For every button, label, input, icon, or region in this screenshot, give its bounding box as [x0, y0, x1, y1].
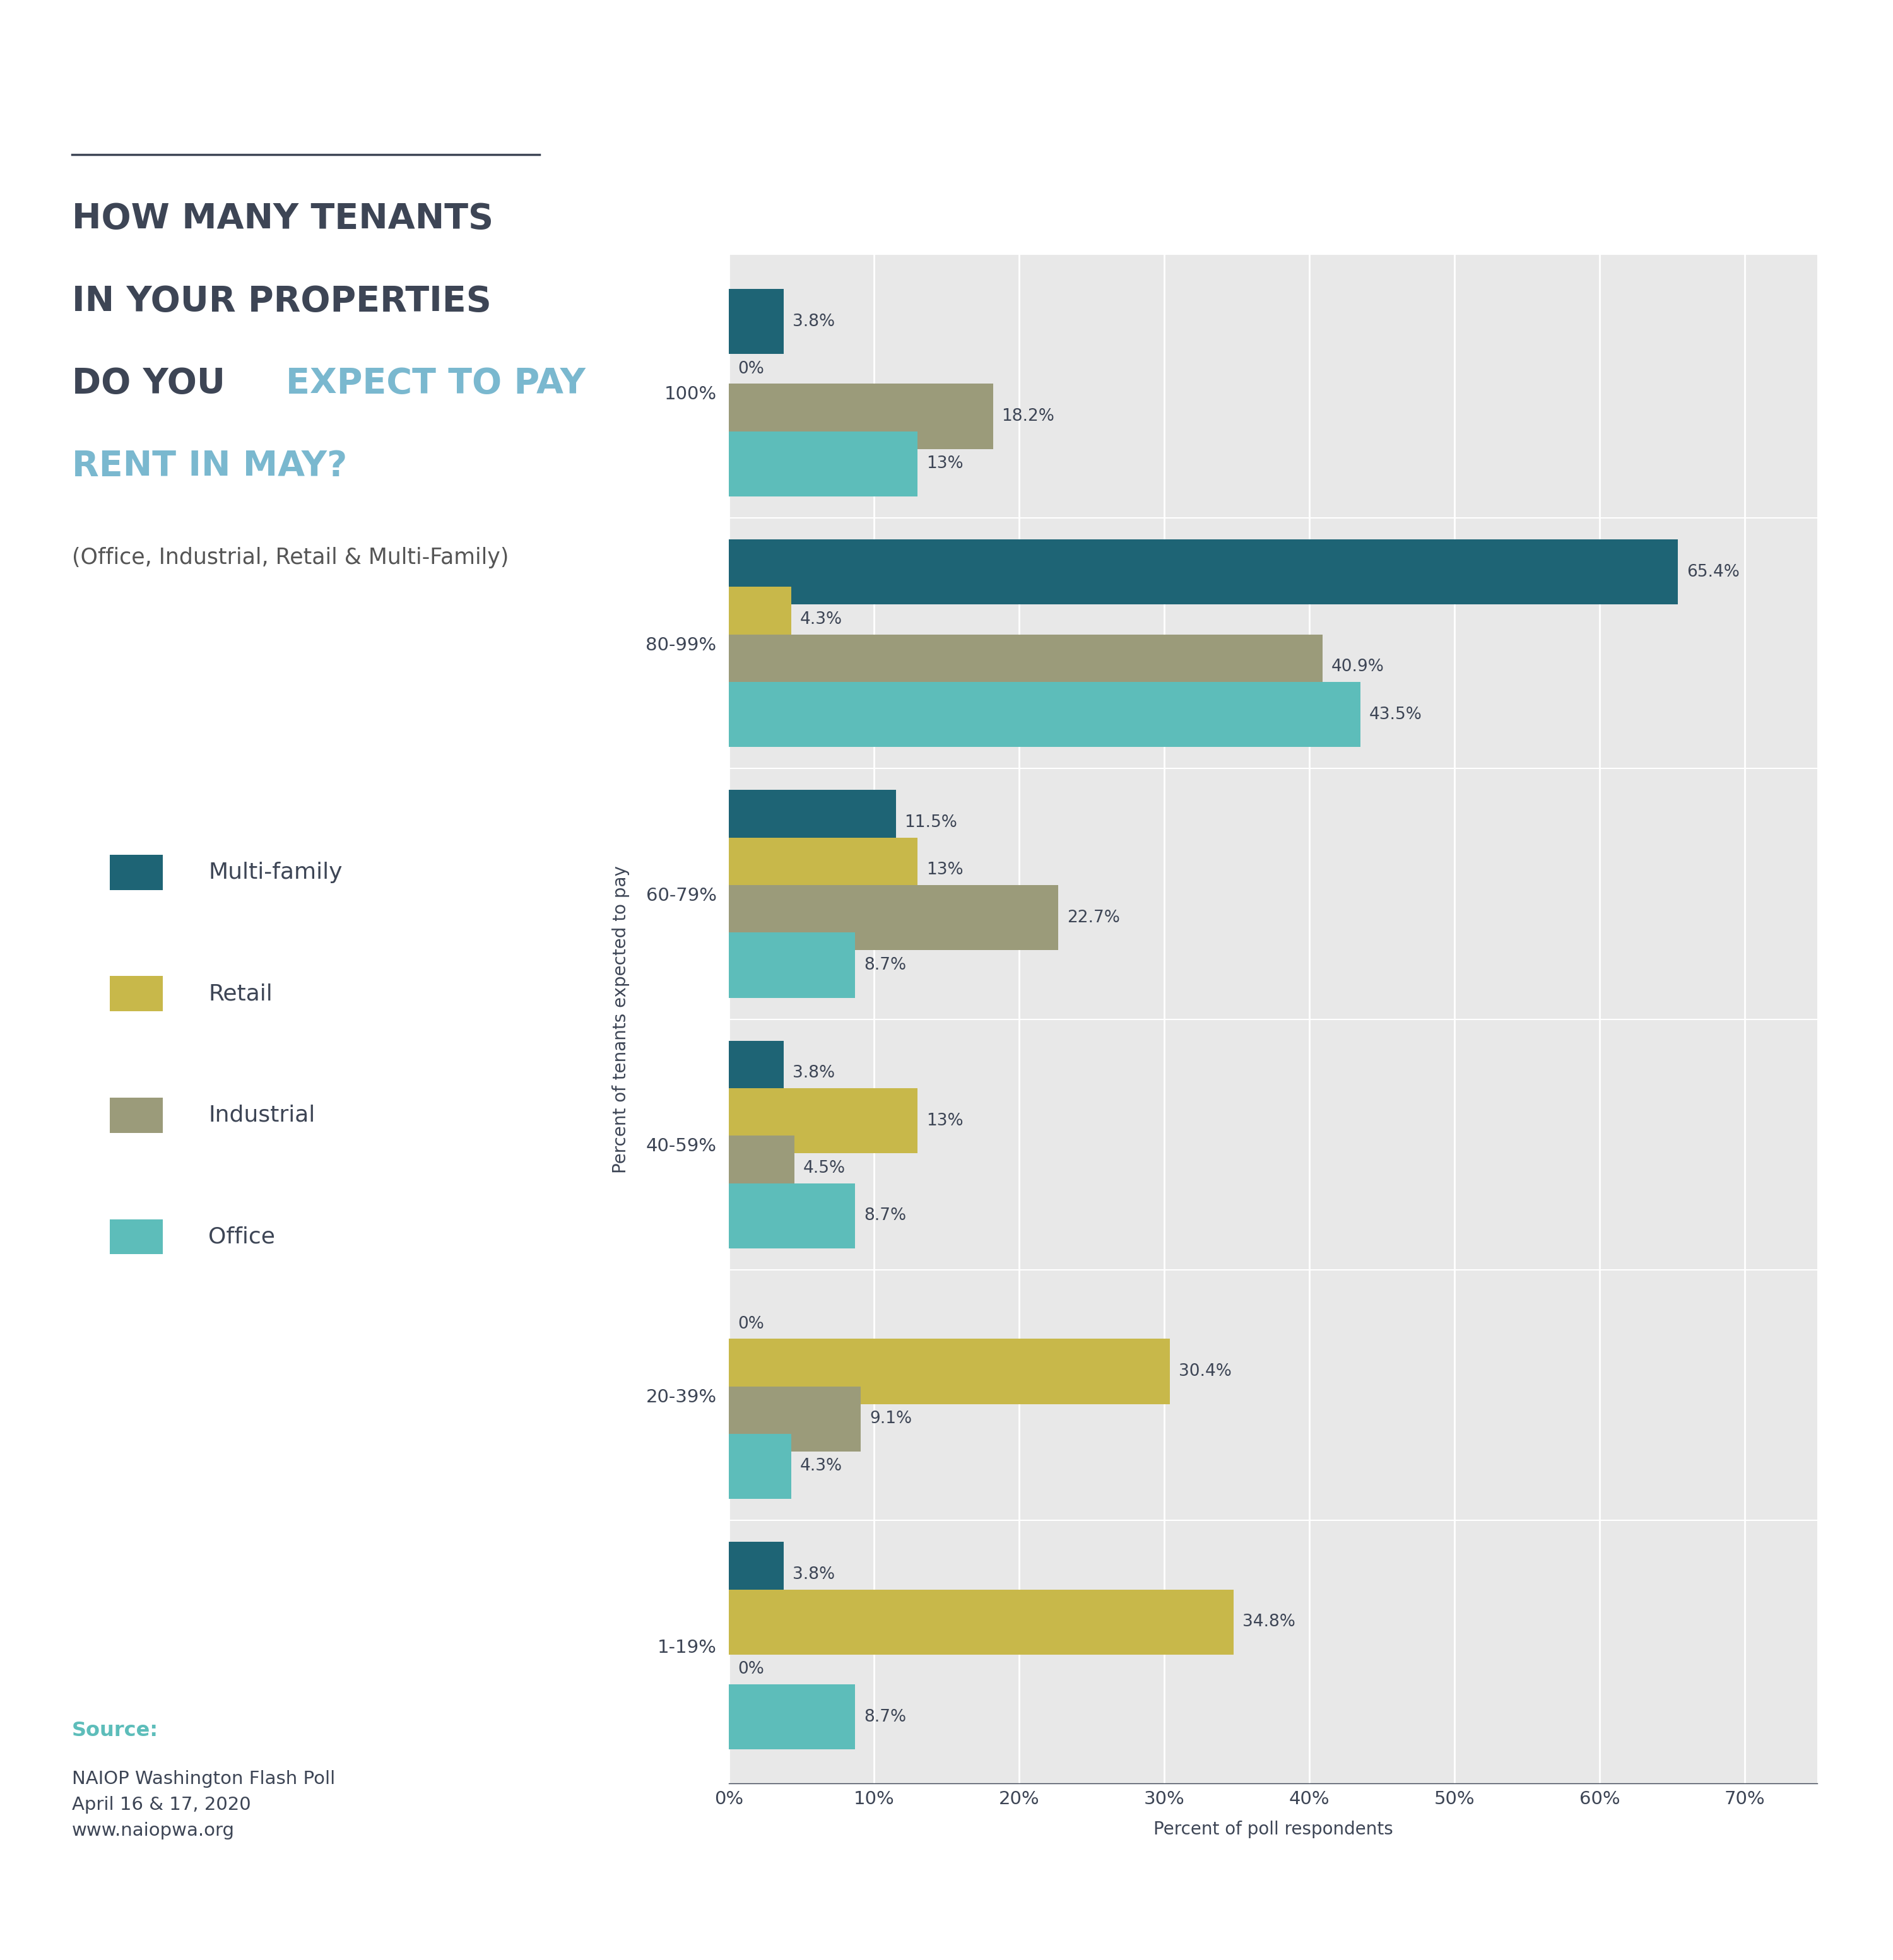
Text: Source:: Source:: [72, 1721, 159, 1740]
Text: 18.2%: 18.2%: [1001, 408, 1054, 425]
Text: (Office, Industrial, Retail & Multi-Family): (Office, Industrial, Retail & Multi-Fami…: [72, 547, 509, 568]
Text: 11.5%: 11.5%: [905, 815, 958, 831]
Text: 8.7%: 8.7%: [863, 1207, 907, 1223]
Text: HOW MANY TENANTS: HOW MANY TENANTS: [72, 202, 494, 235]
Bar: [729, 586, 791, 653]
Bar: [729, 1184, 856, 1249]
Bar: [729, 1339, 1170, 1403]
Text: 65.4%: 65.4%: [1687, 564, 1740, 580]
Bar: [729, 1543, 784, 1607]
Text: 13%: 13%: [926, 862, 964, 878]
Bar: [729, 1435, 791, 1499]
Text: 3.8%: 3.8%: [793, 314, 835, 329]
Bar: [729, 288, 784, 355]
Text: 4.3%: 4.3%: [801, 612, 842, 627]
Text: 40.9%: 40.9%: [1331, 659, 1384, 674]
Bar: [729, 1088, 918, 1152]
Text: 30.4%: 30.4%: [1179, 1364, 1232, 1380]
Text: 22.7%: 22.7%: [1068, 909, 1121, 925]
Bar: [729, 933, 856, 998]
Bar: [729, 539, 1677, 604]
Text: Multi-family: Multi-family: [208, 862, 343, 882]
Text: Retail: Retail: [208, 984, 273, 1004]
Text: EXPECT TO PAY: EXPECT TO PAY: [286, 367, 585, 400]
Bar: [729, 1041, 784, 1105]
Bar: [729, 1135, 795, 1201]
Text: 0%: 0%: [738, 1315, 765, 1333]
Text: 0%: 0%: [738, 361, 765, 376]
Y-axis label: Percent of tenants expected to pay: Percent of tenants expected to pay: [611, 864, 630, 1174]
Text: IN YOUR PROPERTIES: IN YOUR PROPERTIES: [72, 284, 492, 318]
Bar: [729, 837, 918, 904]
Bar: [729, 682, 1359, 747]
Bar: [729, 384, 994, 449]
X-axis label: Percent of poll respondents: Percent of poll respondents: [1153, 1821, 1393, 1838]
Bar: [729, 886, 1058, 951]
Bar: [729, 431, 918, 496]
Text: 9.1%: 9.1%: [869, 1411, 912, 1427]
Text: 13%: 13%: [926, 455, 964, 472]
Text: 3.8%: 3.8%: [793, 1064, 835, 1082]
Text: 4.5%: 4.5%: [803, 1160, 844, 1176]
Bar: [729, 1386, 861, 1452]
Bar: [729, 790, 895, 855]
Text: 13%: 13%: [926, 1113, 964, 1129]
Text: RENT IN MAY?: RENT IN MAY?: [72, 449, 346, 482]
Text: Industrial: Industrial: [208, 1105, 314, 1125]
Text: NAIOP Washington Flash Poll
April 16 & 17, 2020
www.naiopwa.org: NAIOP Washington Flash Poll April 16 & 1…: [72, 1770, 335, 1840]
Text: 8.7%: 8.7%: [863, 956, 907, 974]
Text: 8.7%: 8.7%: [863, 1709, 907, 1725]
Text: DO YOU: DO YOU: [72, 367, 237, 400]
Text: 34.8%: 34.8%: [1242, 1613, 1295, 1631]
Bar: [729, 1590, 1234, 1654]
Bar: [729, 1684, 856, 1750]
Bar: [729, 635, 1323, 700]
Text: 0%: 0%: [738, 1662, 765, 1678]
Text: 3.8%: 3.8%: [793, 1566, 835, 1584]
Text: Office: Office: [208, 1227, 274, 1247]
Text: 43.5%: 43.5%: [1369, 706, 1422, 723]
Text: 4.3%: 4.3%: [801, 1458, 842, 1474]
